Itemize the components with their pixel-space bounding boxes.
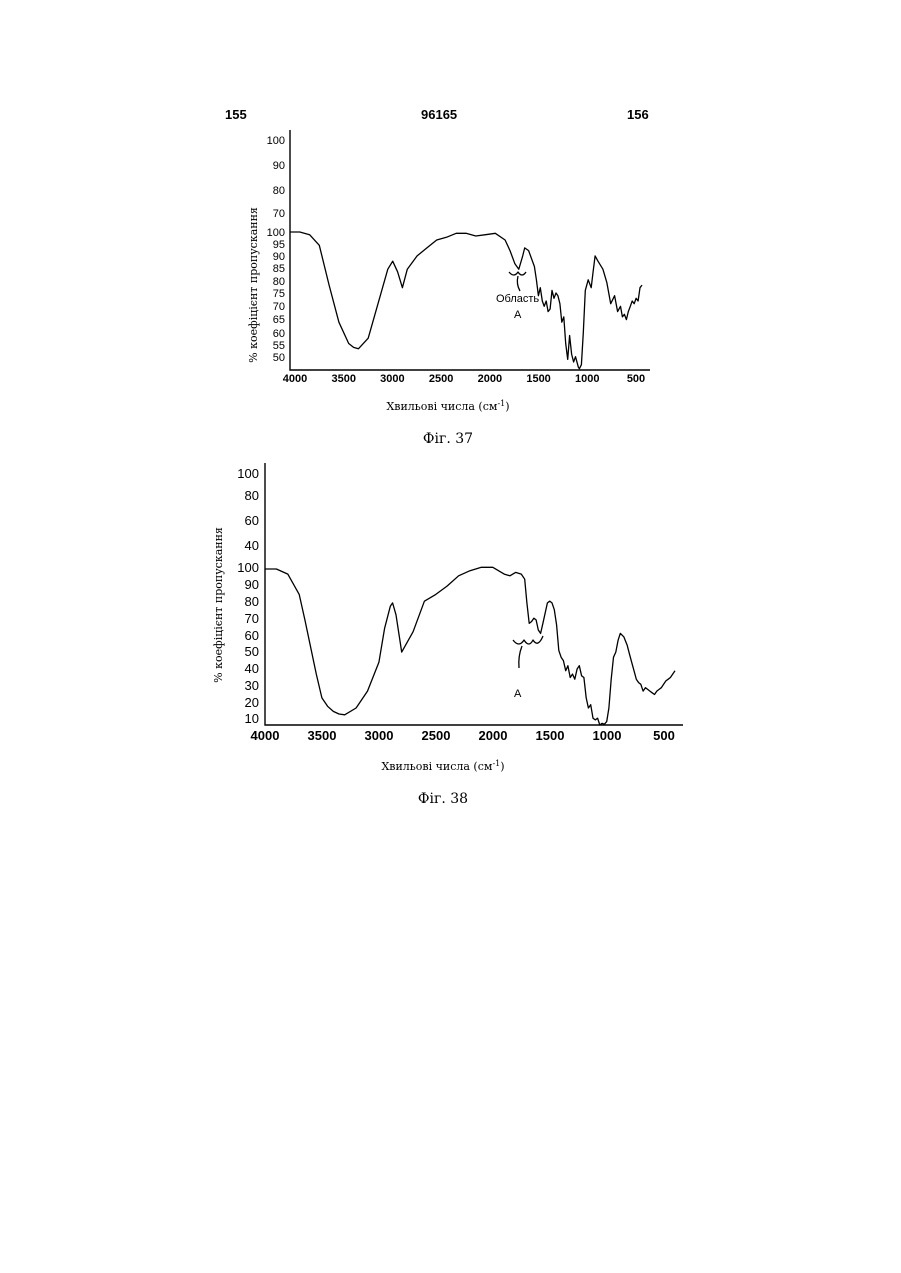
y-tick-label: 90: [245, 577, 259, 592]
y-axis-label: % коефіцієнт пропускання: [247, 207, 260, 363]
x-tick-label: 2500: [429, 373, 453, 385]
y-tick-label: 20: [245, 695, 259, 710]
y-tick-label: 10: [245, 711, 259, 726]
y-tick-label: 100: [237, 560, 259, 575]
y-tick-label: 70: [273, 301, 285, 313]
y-tick-label: 40: [245, 538, 259, 553]
y-tick-label: 80: [273, 185, 285, 197]
x-tick-label: 500: [627, 373, 645, 385]
y-tick-label: 65: [273, 314, 285, 326]
y-tick-label: 60: [245, 513, 259, 528]
axes: [265, 463, 683, 725]
figure-caption: Фіг. 38: [418, 791, 468, 807]
x-axis-label: Хвильові числа (см-1): [386, 399, 509, 413]
x-tick-label: 4000: [283, 373, 307, 385]
annotation-label-region: Область: [496, 293, 539, 305]
y-tick-label: 100: [237, 466, 259, 481]
y-tick-label: 50: [273, 352, 285, 364]
y-tick-label: 90: [273, 160, 285, 172]
x-tick-label: 4000: [251, 728, 280, 743]
y-tick-label: 70: [273, 208, 285, 220]
y-tick-label: 60: [245, 628, 259, 643]
y-tick-label: 95: [273, 239, 285, 251]
y-tick-label: 80: [245, 488, 259, 503]
x-tick-labels: 4000 3500 3000 2500 2000 1500 1000 500: [283, 373, 645, 385]
spectrum-line: [290, 232, 642, 369]
x-axis-label: Хвильові числа (см-1): [381, 759, 504, 773]
annotation-label-a: А: [514, 309, 522, 321]
y-tick-label: 90: [273, 251, 285, 263]
spectrum-line: [265, 567, 675, 725]
y-tick-label: 60: [273, 328, 285, 340]
y-tick-label: 80: [273, 276, 285, 288]
x-tick-label: 3000: [365, 728, 394, 743]
x-tick-label: 3000: [380, 373, 404, 385]
ir-spectrum-chart-38: 1008060401009080706050403020104000350030…: [212, 463, 683, 807]
annotation-label-a: А: [514, 688, 522, 700]
y-tick-label: 75: [273, 288, 285, 300]
x-tick-label: 1000: [575, 373, 599, 385]
y-tick-label: 30: [245, 678, 259, 693]
x-tick-label: 1500: [526, 373, 550, 385]
x-tick-label: 2000: [479, 728, 508, 743]
region-a-annotation: А: [513, 636, 543, 700]
y-tick-labels: 100806040100908070605040302010: [237, 466, 259, 726]
x-tick-label: 500: [653, 728, 675, 743]
y-tick-label: 55: [273, 340, 285, 352]
y-tick-label: 80: [245, 594, 259, 609]
figure-caption: Фіг. 37: [423, 431, 473, 447]
ir-spectrum-chart-37: 1009080701009590858075706560555040003500…: [247, 130, 650, 447]
y-axis-label: % коефіцієнт пропускання: [212, 527, 225, 683]
x-tick-labels: 4000 3500 3000 2500 2000 1500 1000 500: [251, 728, 675, 743]
y-tick-label: 40: [245, 661, 259, 676]
y-tick-label: 50: [245, 644, 259, 659]
y-tick-label: 70: [245, 611, 259, 626]
x-tick-label: 1500: [536, 728, 565, 743]
y-tick-label: 85: [273, 263, 285, 275]
y-tick-label: 100: [267, 135, 285, 147]
x-tick-label: 2000: [478, 373, 502, 385]
x-tick-label: 2500: [422, 728, 451, 743]
x-tick-label: 1000: [593, 728, 622, 743]
x-tick-label: 3500: [331, 373, 355, 385]
y-tick-label: 100: [267, 227, 285, 239]
y-tick-labels: 10090807010095908580757065605550: [267, 135, 285, 364]
x-tick-label: 3500: [308, 728, 337, 743]
region-a-annotation: Область А: [496, 272, 539, 321]
